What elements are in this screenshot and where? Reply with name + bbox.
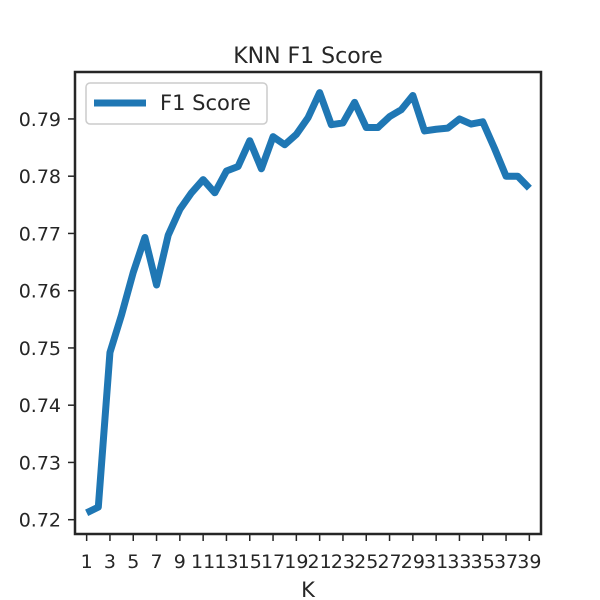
x-tick-label: 3 [104,551,116,573]
x-tick-label: 31 [424,551,448,573]
y-tick-label: 0.76 [19,281,61,303]
axis-ticks: 1 3 5 7 9 11 13 15 17 19 21 23 25 27 29 31 33 35 37 390.720… [19,109,542,573]
x-tick-label: 13 [214,551,238,573]
legend: F1 Score [85,82,268,125]
plot-area [85,89,532,516]
x-tick-label: 7 [151,551,163,573]
x-tick-label: 17 [261,551,285,573]
legend-label: F1 Score [160,91,251,115]
x-tick-label: 33 [447,551,471,573]
plot-frame [73,70,543,536]
x-tick-label: 37 [494,551,518,573]
x-tick-label: 35 [471,551,495,573]
x-tick-label: 9 [174,551,186,573]
y-tick-label: 0.78 [19,166,61,188]
chart-title: KNN F1 Score [233,44,383,69]
y-tick-label: 0.77 [19,223,61,245]
x-tick-label: 27 [377,551,401,573]
y-tick-label: 0.73 [19,452,61,474]
x-tick-label: 5 [127,551,139,573]
x-tick-label: 15 [238,551,262,573]
y-tick-label: 0.79 [19,109,61,131]
y-tick-label: 0.72 [19,510,61,532]
x-tick-label: 29 [401,551,425,573]
x-tick-label: 23 [331,551,355,573]
y-tick-label: 0.74 [19,395,61,417]
x-tick-label: 21 [308,551,332,573]
x-tick-label: 25 [354,551,378,573]
x-tick-label: 39 [517,551,541,573]
x-tick-label: 11 [191,551,215,573]
x-tick-label: 1 [81,551,93,573]
x-axis-label: K [301,578,316,600]
legend-box [85,82,268,125]
y-tick-label: 0.75 [19,338,61,360]
x-tick-label: 19 [284,551,308,573]
